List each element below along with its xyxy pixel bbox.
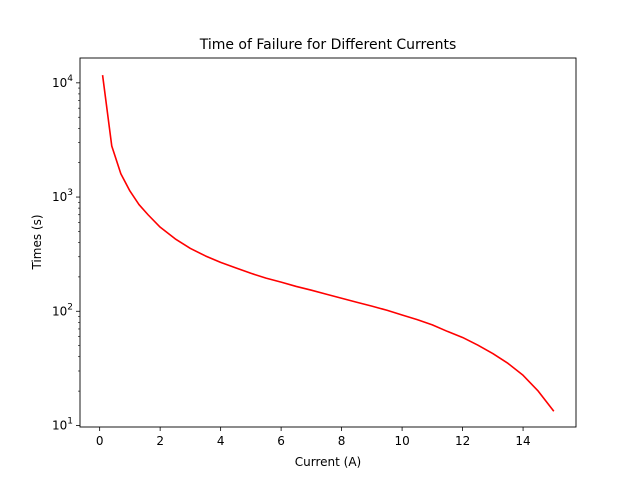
y-axis: 101 102 103 104 [52,74,80,432]
y-tick-label: 104 [52,74,73,90]
x-tick-label: 4 [217,434,225,448]
x-tick-label: 2 [156,434,164,448]
series-line-1 [101,75,555,412]
x-axis: 0 2 4 6 8 10 12 14 [96,427,531,448]
x-axis-label: Current (A) [295,455,361,469]
y-tick-label: 103 [52,188,73,204]
x-tick-label: 10 [394,434,409,448]
y-tick-label: 101 [52,416,73,432]
x-tick-label: 14 [515,434,530,448]
x-tick-label: 0 [96,434,104,448]
y-tick-label: 102 [52,302,73,318]
y-axis-label: Times (s) [30,214,44,270]
series-layer [101,75,555,412]
chart-title: Time of Failure for Different Currents [199,37,457,53]
x-tick-label: 8 [338,434,346,448]
x-tick-label: 12 [455,434,470,448]
x-tick-label: 6 [277,434,285,448]
